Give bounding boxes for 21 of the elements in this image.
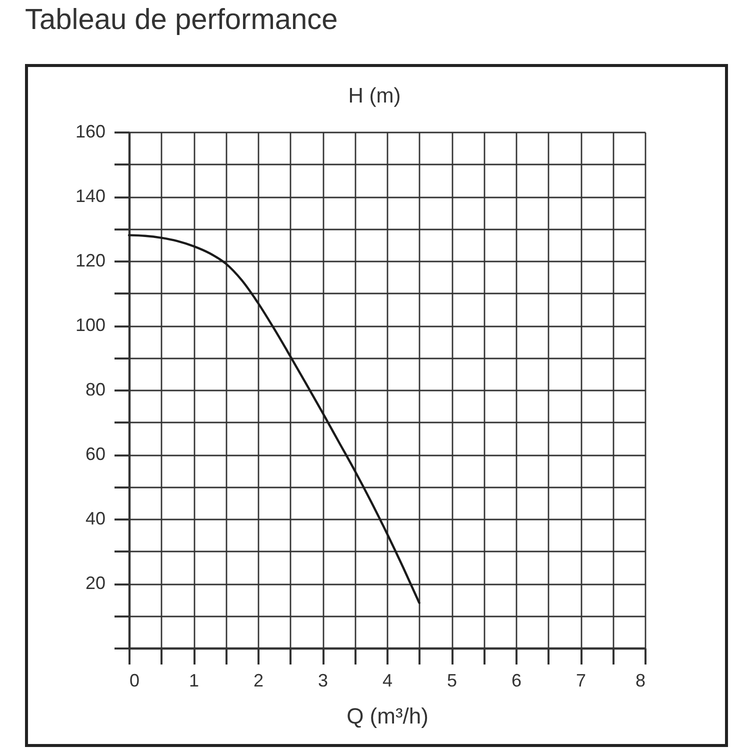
x-tick-label: 4 xyxy=(382,670,393,690)
x-axis-title: Q (m³/h) xyxy=(346,704,428,728)
x-tick-label: 3 xyxy=(318,670,328,690)
line-series xyxy=(128,234,420,604)
x-tick-label: 2 xyxy=(253,670,264,690)
y-tick-label: 20 xyxy=(85,573,106,593)
y-axis-title: H (m) xyxy=(348,84,401,108)
x-tick-label: 5 xyxy=(446,670,458,690)
x-tick-label: 0 xyxy=(130,670,140,690)
y-tick-label: 160 xyxy=(75,122,106,142)
chart-title: Tableau de performance xyxy=(25,4,338,36)
y-tick-label: 120 xyxy=(75,250,106,270)
x-tick-label: 1 xyxy=(188,670,200,690)
y-tick-label: 140 xyxy=(75,186,106,206)
y-tick-label: 80 xyxy=(85,380,106,400)
y-tick-label: 40 xyxy=(85,508,106,528)
x-tick-label: 7 xyxy=(576,670,586,690)
x-tick-label: 8 xyxy=(635,670,646,690)
y-tick-label: 100 xyxy=(75,315,106,335)
x-tick-label: 6 xyxy=(511,670,522,690)
y-tick-label: 60 xyxy=(85,444,106,464)
